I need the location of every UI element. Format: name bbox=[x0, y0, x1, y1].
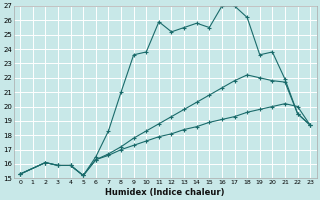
X-axis label: Humidex (Indice chaleur): Humidex (Indice chaleur) bbox=[106, 188, 225, 197]
